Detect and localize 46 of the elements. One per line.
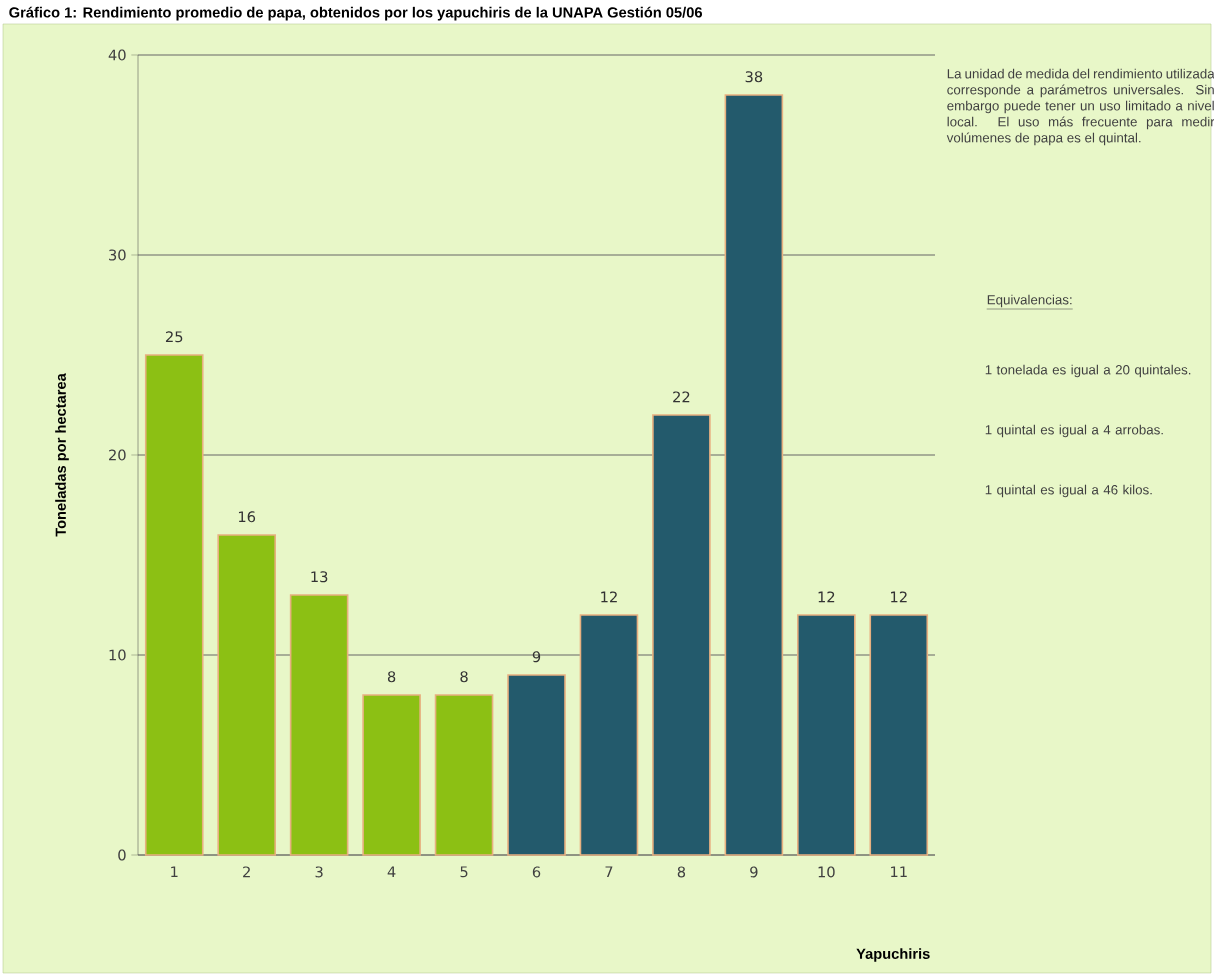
bar [724, 94, 784, 856]
text: La unidad de medida del rendimiento utilizada corresponde a parámetros universales. Sin embargo puede tener un uso limitado a nivel local. El uso más frecuente para medir volúmenes de papa es el quintal. [946, 68, 1214, 146]
data-label: 9 [532, 651, 541, 663]
bar [507, 674, 566, 856]
x-axis-title: Yapuchiris [856, 948, 930, 962]
bar [434, 694, 494, 856]
bar [217, 534, 276, 856]
text: 1 tonelada es igual a 20 quintales. [985, 364, 1191, 378]
bar [579, 614, 639, 856]
y-axis-title: Toneladas por hectarea [55, 373, 69, 537]
y-tick-label: 20 [109, 449, 126, 461]
data-label: 12 [601, 591, 617, 603]
data-label: 16 [238, 511, 256, 523]
y-tick-label: 40 [108, 49, 126, 61]
x-tick-label: 10 [818, 866, 835, 878]
data-label: 12 [818, 591, 835, 603]
x-tick-label: 5 [460, 866, 468, 878]
bar [289, 594, 349, 856]
data-label: 12 [891, 591, 907, 603]
x-tick-label: 1 [171, 866, 178, 878]
y-tick-label: 0 [118, 849, 126, 861]
data-label: 38 [745, 71, 763, 83]
text: Equivalencias: [987, 294, 1072, 308]
y-tick-label: 10 [109, 649, 126, 661]
x-tick-label: 11 [891, 866, 907, 878]
x-tick-label: 8 [677, 866, 686, 878]
chart-title: Gráfico 1: Rendimiento promedio de papa, obtenidos por los yapuchiris de la UNAPA Gestión 05/06 [9, 6, 703, 21]
text: 1 quintal es igual a 4 arrobas. [985, 424, 1163, 438]
data-label: 25 [165, 331, 183, 343]
x-tick-label: 6 [532, 866, 541, 878]
bar [144, 354, 204, 856]
x-tick-label: 9 [750, 866, 758, 878]
y-tick-label: 30 [109, 249, 126, 261]
x-tick-label: 7 [605, 866, 613, 878]
x-tick-label: 2 [243, 866, 250, 878]
x-tick-label: 4 [387, 866, 396, 878]
data-label: 13 [311, 571, 328, 583]
data-label: 8 [387, 671, 396, 683]
bar [362, 694, 421, 856]
data-label: 8 [460, 671, 468, 683]
bar [797, 614, 856, 856]
text: 1 quintal es igual a 46 kilos. [985, 484, 1152, 498]
x-tick-label: 3 [315, 866, 323, 878]
data-label: 22 [673, 391, 690, 403]
bar [869, 614, 929, 856]
bar [652, 414, 711, 856]
